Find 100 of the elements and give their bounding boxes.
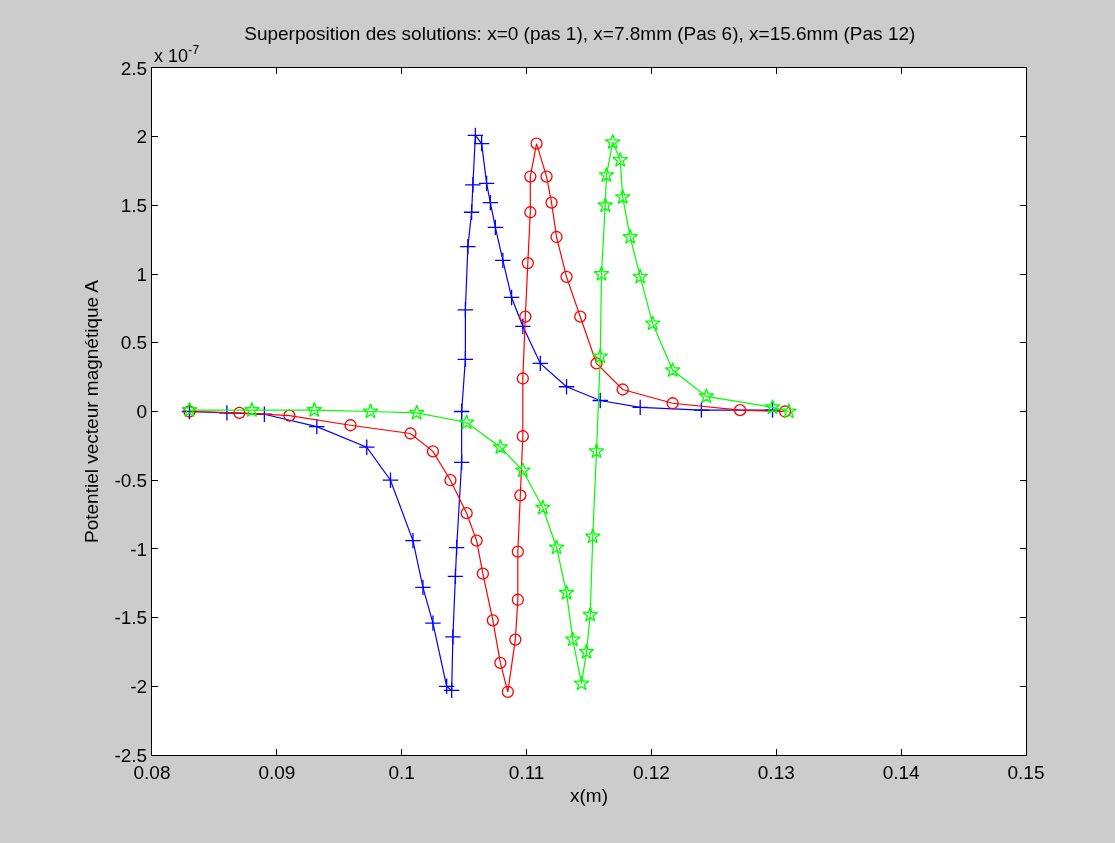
y-tick-label: 0.5 [120,332,148,354]
point [516,430,529,443]
point [463,203,480,221]
point [664,361,681,378]
x-tick-label: 0.15 [1007,761,1045,783]
point [591,392,609,409]
y-tick-label: -2 [130,675,148,697]
point [698,388,715,404]
point [460,507,473,520]
point [478,175,495,192]
point [426,445,440,458]
point [459,238,477,255]
point [487,219,504,236]
point [511,545,524,558]
point [524,206,537,219]
point [486,614,500,627]
point [358,438,376,456]
text: x 10$^{-7}$ [154,43,200,66]
point [733,403,747,417]
y-tick-label: 2.5 [120,57,148,79]
point [464,176,482,194]
point [470,534,483,547]
point [408,404,425,420]
point [521,256,534,270]
point [573,675,590,691]
point [598,166,615,183]
point [592,348,609,364]
x-tick-label: 0.12 [632,761,670,783]
point [453,403,470,420]
y-tick-label: 1.5 [120,195,148,217]
point [514,489,527,502]
point [632,268,649,284]
chart-title: Superposition des solutions: x=0 (pas 1), x=7.8mm (Pas 6), x=15.6mm (Pas 12) [244,23,916,45]
point [414,579,432,596]
point [764,399,781,415]
point [548,539,565,555]
point [382,471,399,489]
point [447,568,464,585]
point [501,685,514,698]
point [631,399,649,416]
point [424,614,442,632]
point [494,656,507,670]
x-tick-label: 0.09 [258,761,296,783]
point [503,289,520,306]
point [622,228,639,244]
y-tick-label: -0.5 [114,469,148,491]
point [404,532,422,550]
point [344,419,357,432]
point [540,170,553,183]
y-tick-label: 2 [136,126,148,148]
point [457,301,474,319]
point [511,593,524,606]
point [476,567,490,580]
point [612,151,629,167]
point [545,196,558,209]
x-axis-title: x(m) [570,784,608,806]
point [444,628,462,646]
y-tick-label: -1 [130,538,148,560]
point [482,194,499,211]
point [597,197,614,213]
point [524,170,537,183]
x-tick-label: 0.13 [757,761,795,783]
point [564,631,581,647]
point [558,378,575,396]
point [778,405,792,418]
point [233,406,246,420]
point [519,310,532,323]
point [780,403,797,419]
point [243,401,260,418]
point [534,499,551,515]
point [492,438,509,455]
point [558,584,575,600]
point [448,539,465,556]
point [444,474,457,487]
point [404,427,417,440]
point [604,133,621,150]
point [438,677,456,695]
point [308,418,326,435]
point [514,317,532,335]
y-axis-title: Potentiel vecteur magnétique A [81,279,103,544]
point [509,633,522,646]
point [560,270,573,283]
point [218,404,236,422]
x-tick-label: 0.14 [882,761,921,783]
point [457,350,474,368]
point [494,252,512,269]
point [531,355,549,372]
point [578,643,595,659]
y-tick-label: 1 [136,263,148,285]
point [516,372,529,385]
point [666,397,679,410]
x-tick-label: 0.11 [508,761,545,783]
point [584,528,601,544]
point [614,188,631,205]
point [644,315,661,331]
point [453,453,470,471]
point [590,357,603,370]
x-tick-label: 0.1 [388,761,415,783]
point [283,409,296,422]
point [693,401,710,419]
